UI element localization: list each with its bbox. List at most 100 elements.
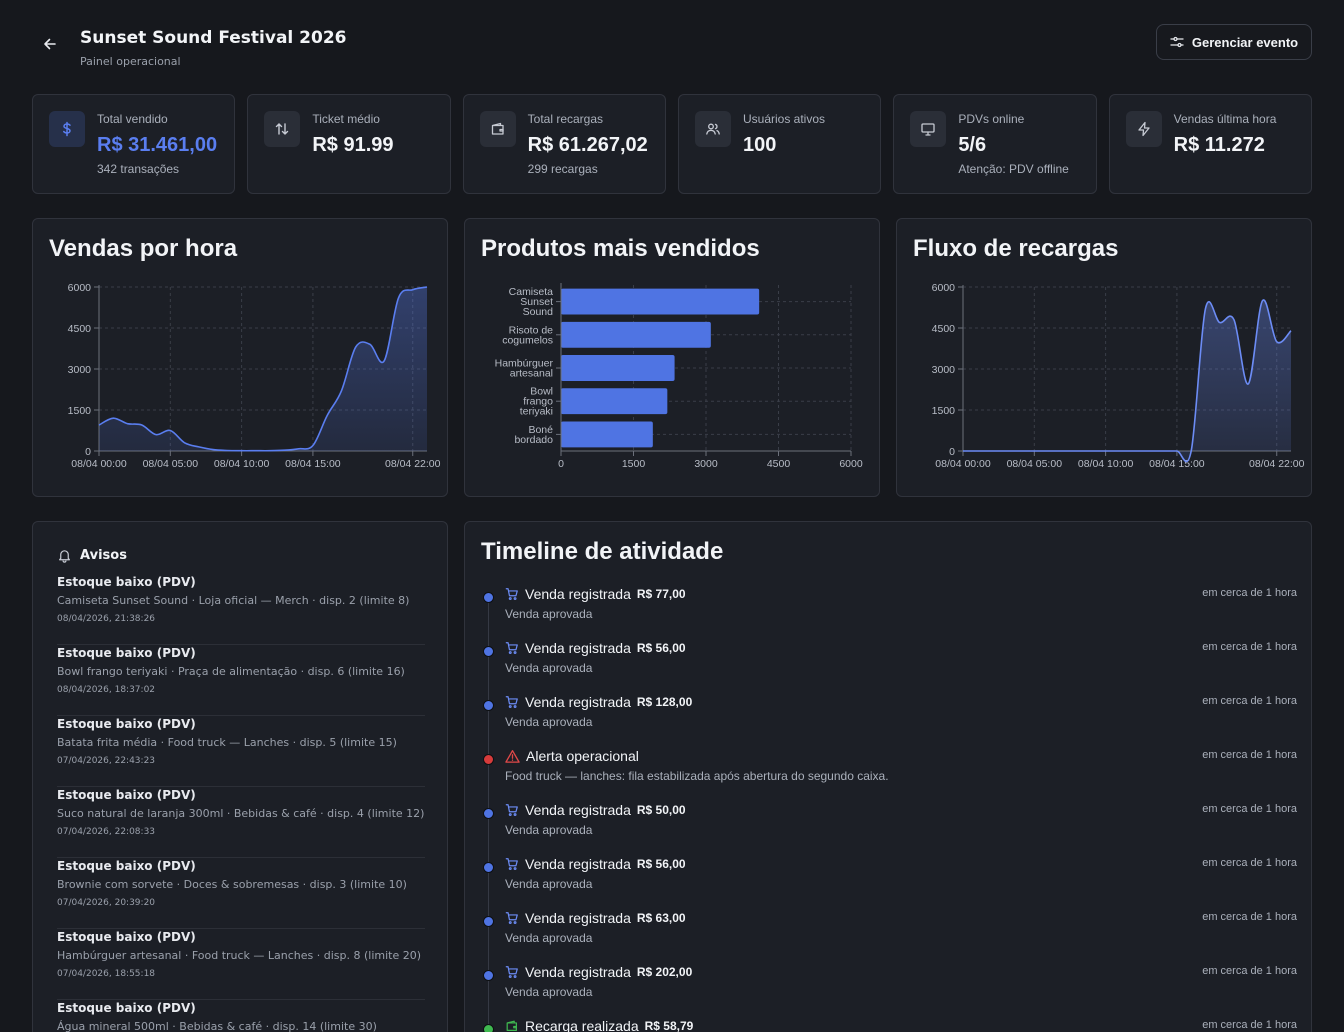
- bar: [561, 288, 760, 315]
- stat-card-avg-ticket: Ticket médio R$ 91.99: [247, 94, 451, 194]
- stat-sub: 299 recargas: [527, 162, 598, 176]
- chart-title: Fluxo de recargas: [913, 235, 1119, 262]
- stat-label: Total vendido: [97, 112, 168, 126]
- x-tick-label: 08/04 00:00: [71, 458, 127, 470]
- timeline-dot: [483, 916, 494, 927]
- x-tick-label: 08/04 22:00: [1249, 458, 1305, 470]
- manage-event-button[interactable]: Gerenciar evento: [1156, 24, 1312, 60]
- timeline-item-description: Venda aprovada: [505, 877, 593, 891]
- alert-timestamp: 08/04/2026, 18:37:02: [57, 685, 156, 695]
- y-tick-label: bordado: [514, 434, 553, 446]
- x-tick-label: 08/04 15:00: [1149, 458, 1205, 470]
- back-button[interactable]: [38, 32, 62, 56]
- y-tick-label: Sunset: [520, 296, 553, 308]
- y-tick-label: Risoto de: [509, 324, 554, 336]
- timeline-dot: [483, 754, 494, 765]
- stat-label: PDVs online: [958, 112, 1025, 126]
- timeline-item[interactable]: Alerta operacional Food truck — lanches: …: [465, 748, 1311, 802]
- alert-timestamp: 07/04/2026, 18:55:18: [57, 969, 156, 979]
- y-tick-label: cogumelos: [502, 334, 553, 346]
- cart-icon: [505, 641, 519, 655]
- timeline-item-description: Venda aprovada: [505, 607, 593, 621]
- timeline-item-title: Venda registrada: [525, 964, 631, 980]
- wallet-icon: [505, 1019, 519, 1032]
- alert-title: Estoque baixo (PDV): [57, 859, 196, 873]
- alert-description: Hambúrguer artesanal · Food truck — Lanc…: [57, 949, 422, 962]
- alert-timestamp: 07/04/2026, 22:08:33: [57, 827, 156, 837]
- alert-item[interactable]: Estoque baixo (PDV) Água mineral 500ml · …: [57, 1000, 425, 1032]
- timeline-dot: [483, 1024, 494, 1032]
- timeline-title: Timeline de atividade: [481, 538, 724, 565]
- timeline-item-title: Venda registrada: [525, 802, 631, 818]
- bar: [561, 421, 653, 448]
- alert-description: Camiseta Sunset Sound · Loja oficial — M…: [57, 594, 410, 607]
- alert-title: Estoque baixo (PDV): [57, 930, 196, 944]
- y-tick-label: 4500: [932, 323, 956, 335]
- timeline-item[interactable]: Venda registrada R$ 128,00 Venda aprovada e…: [465, 694, 1311, 748]
- sliders-icon: [1170, 36, 1184, 48]
- timeline-item-description: Venda aprovada: [505, 985, 593, 999]
- timeline-item[interactable]: Venda registrada R$ 202,00 Venda aprovada e…: [465, 964, 1311, 1018]
- sales-per-hour-card: Vendas por hora 0 1500 3000 4500 6000 08/04 0…: [32, 218, 448, 497]
- alert-item[interactable]: Estoque baixo (PDV) Brownie com sorvete ·…: [57, 858, 425, 929]
- arrows-up-down-icon: [276, 123, 289, 135]
- y-tick-label: 6000: [68, 282, 92, 294]
- y-tick-label: Boné: [528, 424, 553, 436]
- alert-title: Estoque baixo (PDV): [57, 575, 196, 589]
- alert-item[interactable]: Estoque baixo (PDV) Camiseta Sunset Sound…: [57, 574, 425, 645]
- y-tick-label: Camiseta: [509, 286, 554, 298]
- stat-label: Usuários ativos: [742, 112, 826, 126]
- x-tick-label: 6000: [839, 458, 863, 470]
- y-tick-label: artesanal: [510, 368, 553, 380]
- timeline-item-amount: R$ 63,00: [636, 911, 686, 925]
- x-tick-label: 08/04 22:00: [385, 458, 441, 470]
- y-tick-label: 3000: [932, 364, 956, 376]
- timeline-dot: [483, 808, 494, 819]
- alert-item[interactable]: Estoque baixo (PDV) Hambúrguer artesanal …: [57, 929, 425, 1000]
- alert-item[interactable]: Estoque baixo (PDV) Bowl frango teriyaki …: [57, 645, 425, 716]
- x-tick-label: 08/04 15:00: [285, 458, 341, 470]
- timeline-item-amount: R$ 56,00: [636, 641, 686, 655]
- timeline-item-time: em cerca de 1 hora: [1202, 803, 1297, 815]
- timeline-item[interactable]: Venda registrada R$ 77,00 Venda aprovada em…: [465, 586, 1311, 640]
- timeline-dot: [483, 862, 494, 873]
- alert-title: Estoque baixo (PDV): [57, 646, 196, 660]
- timeline-item-amount: R$ 128,00: [636, 695, 693, 709]
- y-tick-label: Sound: [523, 306, 554, 318]
- x-tick-label: 08/04 00:00: [935, 458, 991, 470]
- timeline-item-description: Food truck — lanches: fila estabilizada …: [505, 769, 889, 783]
- alert-title: Estoque baixo (PDV): [57, 1001, 196, 1015]
- chart-title: Produtos mais vendidos: [481, 235, 760, 262]
- timeline-item[interactable]: Venda registrada R$ 56,00 Venda aprovada em…: [465, 856, 1311, 910]
- timeline-item[interactable]: Recarga realizada R$ 58,79 em cerca de 1 h…: [465, 1018, 1311, 1032]
- timeline-item-title: Venda registrada: [525, 586, 631, 602]
- alert-timestamp: 08/04/2026, 21:38:26: [57, 614, 156, 624]
- timeline-item-description: Venda aprovada: [505, 823, 593, 837]
- y-tick-label: 4500: [68, 323, 92, 335]
- stat-value: 5/6: [958, 134, 987, 156]
- stat-sub: 342 transações: [97, 162, 180, 176]
- timeline-item-time: em cerca de 1 hora: [1202, 587, 1297, 599]
- timeline-item-amount: R$ 50,00: [636, 803, 686, 817]
- timeline-dot: [483, 970, 494, 981]
- timeline-dot: [483, 592, 494, 603]
- timeline-item-time: em cerca de 1 hora: [1202, 695, 1297, 707]
- stat-value: R$ 31.461,00: [97, 134, 218, 156]
- y-tick-label: frango: [523, 396, 553, 408]
- timeline-item-amount: R$ 77,00: [636, 587, 686, 601]
- stat-value: R$ 91.99: [312, 134, 394, 156]
- alert-item[interactable]: Estoque baixo (PDV) Batata frita média · …: [57, 716, 425, 787]
- series-area: [963, 299, 1291, 462]
- timeline-item-amount: R$ 202,00: [636, 965, 693, 979]
- timeline-item[interactable]: Venda registrada R$ 50,00 Venda aprovada em…: [465, 802, 1311, 856]
- timeline-item[interactable]: Venda registrada R$ 63,00 Venda aprovada em…: [465, 910, 1311, 964]
- timeline-item[interactable]: Venda registrada R$ 56,00 Venda aprovada em…: [465, 640, 1311, 694]
- alert-item[interactable]: Estoque baixo (PDV) Suco natural de laran…: [57, 787, 425, 858]
- arrow-left-icon: [44, 38, 56, 50]
- cart-icon: [505, 965, 519, 979]
- bar: [561, 355, 675, 381]
- stat-value: R$ 11.272: [1173, 134, 1265, 156]
- x-tick-label: 08/04 05:00: [1007, 458, 1063, 470]
- stat-label: Ticket médio: [312, 112, 380, 126]
